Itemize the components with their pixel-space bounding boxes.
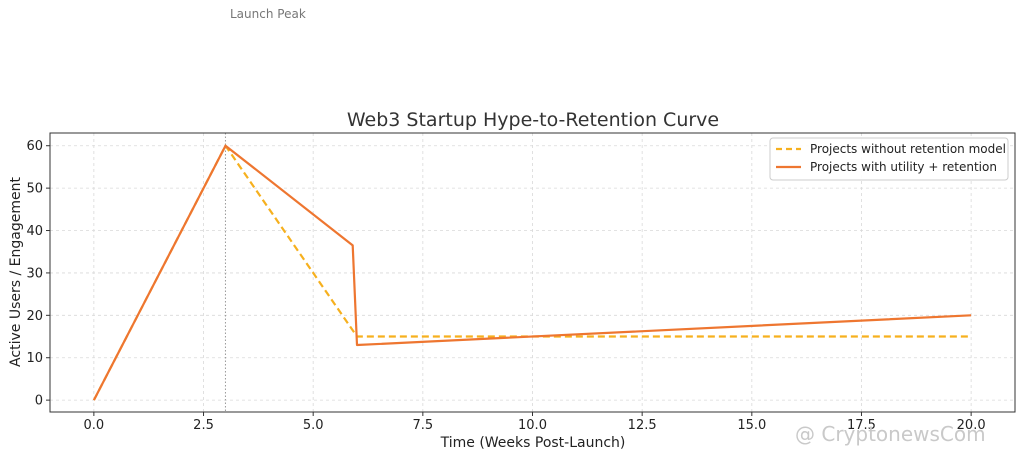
legend-label-without-retention: Projects without retention model [810,142,1006,156]
annotation-launch-peak: Launch Peak [230,7,306,21]
x-tick-label: 15.0 [737,418,766,433]
legend: Projects without retention model Project… [769,137,1009,181]
x-axis-ticks: 0.0 2.5 5.0 7.5 10.0 12.5 15.0 17.5 20.0 [84,412,986,433]
x-tick-label: 5.0 [303,418,324,433]
x-tick-label: 0.0 [84,418,105,433]
y-tick-label: 10 [26,351,43,366]
y-tick-label: 20 [26,309,43,324]
x-axis-label: Time (Weeks Post-Launch) [440,435,626,451]
y-axis-label: Active Users / Engagement [8,177,24,367]
x-tick-label: 17.5 [847,418,876,433]
grid [50,133,1015,412]
y-tick-label: 0 [35,394,43,409]
legend-label-with-retention: Projects with utility + retention [810,160,997,174]
chart-title: Web3 Startup Hype-to-Retention Curve [347,109,719,131]
x-tick-label: 12.5 [628,418,657,433]
x-tick-label: 2.5 [193,418,214,433]
watermark: @ CryptonewsCom [795,422,986,446]
x-tick-label: 20.0 [957,418,986,433]
x-tick-label: 10.0 [518,418,547,433]
legend-box [769,137,1009,181]
x-tick-label: 7.5 [412,418,433,433]
y-axis-ticks: 0 10 20 30 40 50 60 [26,139,50,409]
y-tick-label: 40 [26,224,43,239]
series-line-with-retention [92,144,972,401]
series-layer [92,144,972,401]
y-tick-label: 60 [26,139,43,154]
y-tick-label: 50 [26,182,43,197]
y-tick-label: 30 [26,266,43,281]
